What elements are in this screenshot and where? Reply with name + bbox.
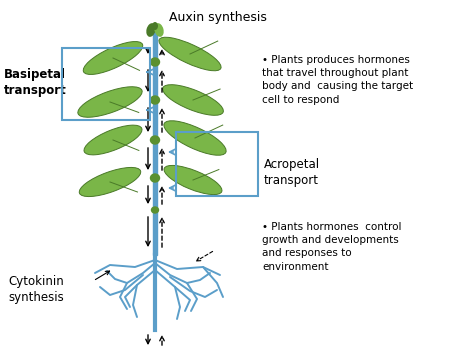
Ellipse shape [164,165,222,195]
Ellipse shape [151,136,159,144]
Ellipse shape [83,41,143,75]
Ellipse shape [152,22,158,30]
Text: Auxin synthesis: Auxin synthesis [169,11,267,25]
Ellipse shape [155,23,164,37]
Ellipse shape [151,58,159,66]
Ellipse shape [152,207,158,213]
Ellipse shape [78,87,142,117]
Text: Basipetal
transport: Basipetal transport [4,68,67,97]
Text: • Plants hormones  control
growth and developments
and responses to
environment: • Plants hormones control growth and dev… [262,222,401,272]
Text: • Plants produces hormones
that travel throughout plant
body and  causing the ta: • Plants produces hormones that travel t… [262,55,413,105]
Ellipse shape [164,121,226,155]
Ellipse shape [146,23,156,37]
Ellipse shape [79,167,141,197]
Ellipse shape [84,125,142,155]
Ellipse shape [159,37,221,71]
Ellipse shape [151,96,159,104]
Text: Cytokinin
synthesis: Cytokinin synthesis [8,275,64,304]
Ellipse shape [163,85,223,115]
Ellipse shape [151,174,159,182]
Text: Acropetal
transport: Acropetal transport [264,158,320,187]
Bar [153,28,157,255]
